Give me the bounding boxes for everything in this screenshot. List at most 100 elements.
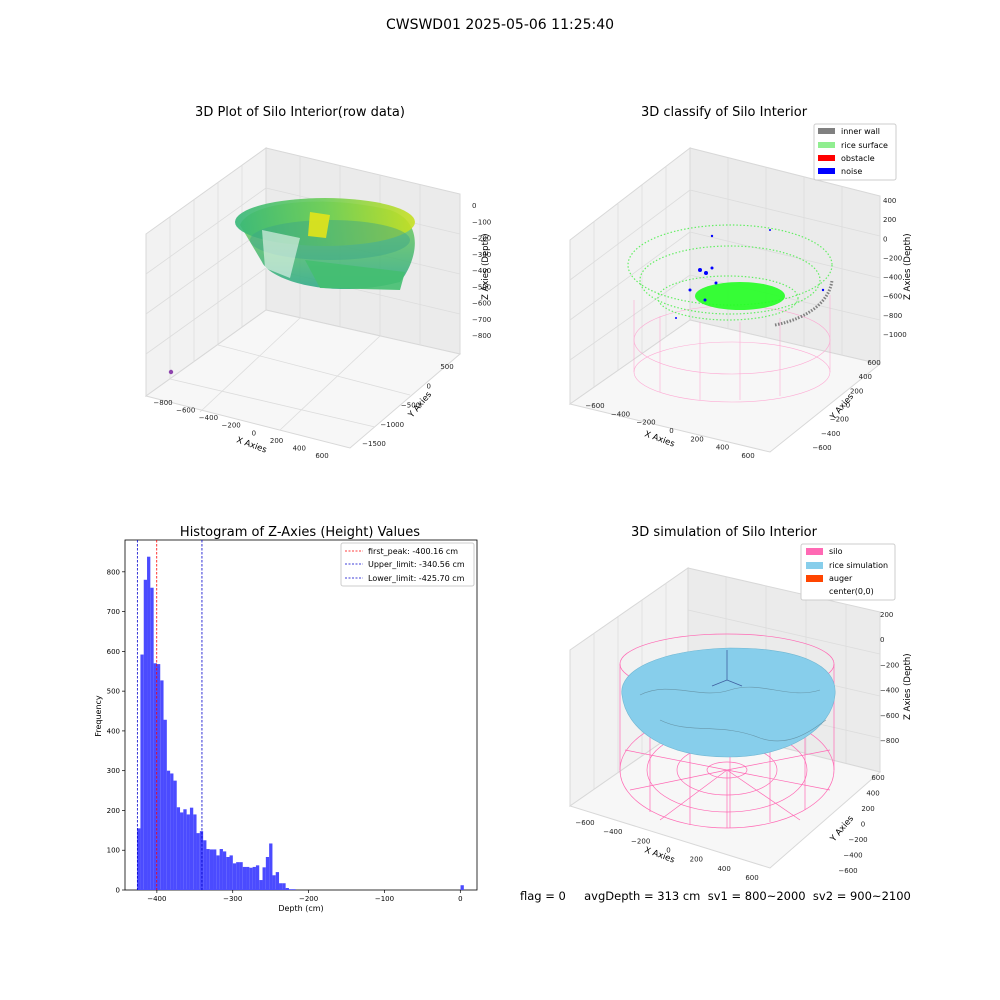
hist-bar [282,883,286,890]
hist-bar [180,812,184,890]
raw-z-tick-label: −100 [472,218,491,226]
sim-legend: silo rice simulation auger center(0,0) [800,543,896,601]
sim-z-ticks: 200 0 −200 −400 −600 −800 [880,611,899,745]
sim-y-tick-label: −600 [838,867,857,875]
classify-silo-wireframe [633,295,831,403]
sim-x-tick-label: 200 [690,856,703,864]
raw-z-tick-label: −600 [472,300,491,308]
legend-lower-limit: Lower_limit: -425.70 cm [368,574,465,583]
hist-y-tick-label: 0 [116,887,120,895]
legend-rice-simulation: rice simulation [829,561,888,570]
legend-auger: auger [829,574,853,583]
hist-legend: first_peak: -400.16 cm Upper_limit: -340… [340,542,475,587]
legend-rice-surface: rice surface [841,141,888,150]
classify-x-tick-label: −600 [585,402,604,410]
hist-y-tick-label: 800 [107,568,120,576]
hist-bar [460,885,464,890]
raw-z-tick-label: 0 [472,202,476,210]
chart-raw-title: 3D Plot of Silo Interior(row data) [195,105,405,120]
sim-zlabel: Z Axies (Depth) [903,653,913,720]
hist-bar [265,856,270,890]
raw-x-tick-label: 400 [293,444,306,452]
hist-bar [288,889,293,890]
hist-bar [262,867,266,890]
sim-title: 3D simulation of Silo Interior [631,525,818,540]
hist-y-tick-label: 200 [107,807,120,815]
hist-bar [232,863,237,890]
raw-x-tick-label: −200 [222,422,241,430]
hist-bar [193,814,197,890]
hist-bar [285,888,289,890]
classify-y-tick-label: 0 [846,402,850,410]
raw-z-tick-label: −400 [472,267,491,275]
classify-y-tick-label: 400 [859,373,872,381]
sim-y-tick-label: −400 [843,852,862,860]
raw-y-tick-label: 500 [440,363,453,371]
classify-y-tick-label: −200 [830,416,849,424]
raw-x-tick-label: 200 [270,437,283,445]
hist-bar [222,851,227,890]
sim-y-tick-label: 0 [861,821,865,829]
classify-z-tick-label: −600 [883,293,902,301]
sim-x-ticks: −600 −400 −200 0 200 400 600 [575,819,758,882]
hist-bar [239,862,243,890]
classify-surface-core [695,282,785,310]
sim-y-tick-label: 600 [871,774,884,782]
sim-x-tick-label: 600 [745,874,758,882]
figure-title: CWSWD01 2025-05-06 11:25:40 [385,17,615,33]
chart-classify-title: 3D classify of Silo Interior [641,105,808,120]
hist-y-tick-label: 100 [107,847,120,855]
hist-bar [150,587,154,890]
legend-upper-limit: Upper_limit: -340.56 cm [368,560,465,569]
pane-floor [144,309,462,449]
raw-z-ticks: 0 −100 −200 −300 −400 −500 −600 −700 −800 [472,202,491,340]
hist-bar [246,866,250,890]
raw-y-tick-label: −500 [401,402,420,410]
sim-z-tick-label: −200 [880,661,899,669]
classify-noise [675,229,825,319]
classify-z-tick-label: −200 [883,254,902,262]
hist-bar [137,828,141,890]
classify-x-tick-label: −200 [636,419,655,427]
sim-auger [711,650,743,687]
classify-y-tick-label: 200 [850,387,863,395]
hist-bar [242,866,247,890]
sim-y-ticks: −600 −400 −200 0 200 400 600 [838,774,884,875]
hist-bar [259,880,263,890]
hist-bar [186,814,190,890]
hist-x-tick-label: −300 [223,895,242,903]
legend-center: center(0,0) [829,587,874,596]
raw-z-tick-label: −500 [472,283,491,291]
hist-bar [269,843,273,890]
classify-y-tick-label: −600 [812,444,831,452]
sim-z-tick-label: 0 [880,636,884,644]
hist-bar [249,867,253,890]
hist-title: Histogram of Z-Axies (Height) Values [180,525,420,540]
hist-bar [140,654,144,890]
hist-bar [216,855,220,890]
legend-first-peak: first_peak: -400.16 cm [368,547,458,556]
hist-bars [137,556,464,890]
classify-y-tick-label: 600 [867,359,880,367]
hist-bar [252,866,256,890]
hist-bar [143,579,148,890]
hist-bar [279,883,283,890]
hist-x-tick-label: −200 [299,895,318,903]
hist-bar [156,664,161,890]
sim-x-tick-label: −600 [575,819,594,827]
legend-obstacle: obstacle [841,154,875,163]
raw-zlabel: Z Axies (Depth) [481,233,491,300]
legend-silo: silo [829,547,843,556]
hist-vlines [136,540,203,890]
raw-x-tick-label: −600 [176,407,195,415]
classify-z-tick-label: 400 [883,197,896,205]
sim-z-tick-label: 200 [880,611,893,619]
hist-bar [163,719,167,890]
hist-bar [183,809,187,890]
hist-x-ticks: −400 −300 −200 −100 0 [147,890,463,903]
classify-z-tick-label: −400 [883,274,902,282]
hist-bar [170,773,174,890]
